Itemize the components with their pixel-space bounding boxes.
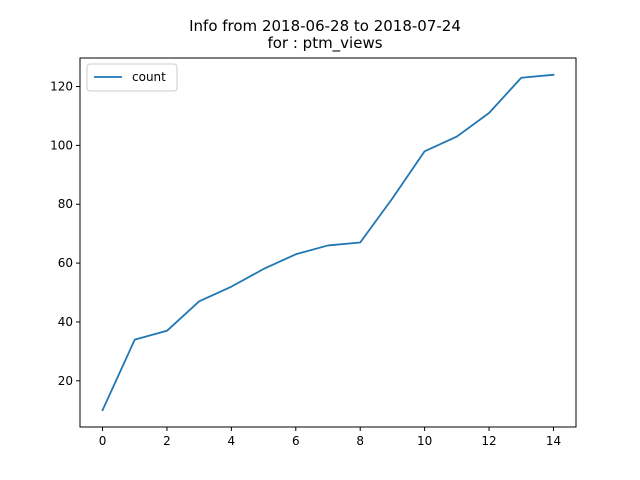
y-tick-label-120: 120: [50, 80, 73, 94]
legend-label-count: count: [132, 70, 166, 84]
y-tick-label-20: 20: [58, 374, 73, 388]
y-tick-label-100: 100: [50, 138, 73, 152]
legend: count: [86, 63, 178, 92]
chart-title-line2: for : ptm_views: [267, 34, 382, 53]
x-tick-label-0: 0: [99, 434, 107, 448]
chart-title-line1: Info from 2018-06-28 to 2018-07-24: [189, 17, 461, 35]
x-tick-label-6: 6: [292, 434, 300, 448]
x-tick-label-12: 12: [481, 434, 496, 448]
x-tick-label-4: 4: [228, 434, 236, 448]
x-tick-label-2: 2: [163, 434, 171, 448]
legend-box: [86, 63, 178, 92]
series-layer: [101, 73, 555, 412]
y-tick-label-80: 80: [58, 197, 73, 211]
series-line-count: [101, 73, 555, 412]
y-tick-label-60: 60: [58, 256, 73, 270]
x-tick-label-8: 8: [356, 434, 364, 448]
y-tick-label-40: 40: [58, 315, 73, 329]
y-axis: 20 40 60 80 100 120: [50, 80, 80, 388]
x-axis: 0 2 4 6 8 10 12 14: [99, 427, 561, 448]
x-tick-label-10: 10: [417, 434, 432, 448]
x-tick-label-14: 14: [546, 434, 561, 448]
plot-frame: [79, 57, 577, 428]
